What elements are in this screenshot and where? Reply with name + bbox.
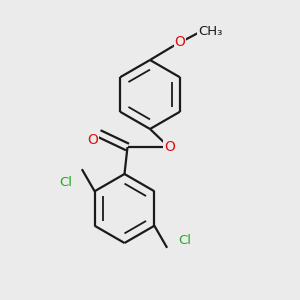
- Text: O: O: [175, 35, 185, 49]
- Text: O: O: [164, 140, 175, 154]
- Text: Cl: Cl: [178, 233, 191, 247]
- Text: Cl: Cl: [59, 176, 72, 190]
- Text: O: O: [88, 133, 98, 146]
- Text: CH₃: CH₃: [198, 25, 222, 38]
